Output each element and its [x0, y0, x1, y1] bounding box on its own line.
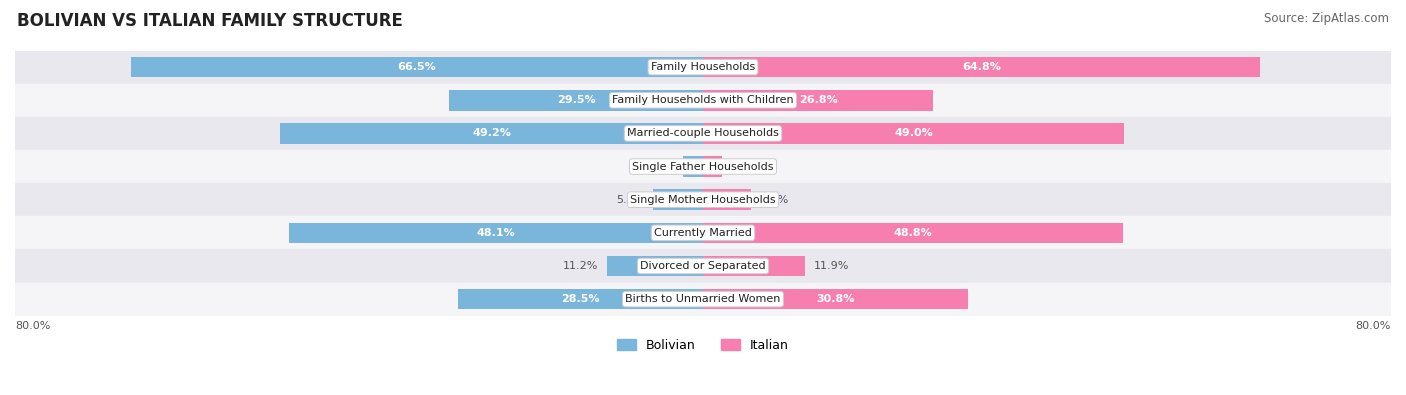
Bar	[15, 249, 1391, 282]
Bar	[450, 90, 703, 111]
Bar	[683, 156, 703, 177]
Bar	[703, 256, 806, 276]
Text: BOLIVIAN VS ITALIAN FAMILY STRUCTURE: BOLIVIAN VS ITALIAN FAMILY STRUCTURE	[17, 12, 402, 30]
Legend: Bolivian, Italian: Bolivian, Italian	[613, 334, 793, 357]
Bar	[703, 57, 1260, 77]
Bar	[703, 123, 1125, 144]
Text: 5.8%: 5.8%	[616, 195, 644, 205]
Bar	[606, 256, 703, 276]
Text: 2.3%: 2.3%	[647, 162, 675, 171]
Text: Married-couple Households: Married-couple Households	[627, 128, 779, 138]
Text: Family Households: Family Households	[651, 62, 755, 72]
Text: 80.0%: 80.0%	[15, 321, 51, 331]
Text: 11.9%: 11.9%	[814, 261, 849, 271]
Text: 64.8%: 64.8%	[962, 62, 1001, 72]
Bar	[703, 156, 721, 177]
Text: 30.8%: 30.8%	[817, 294, 855, 304]
Text: 26.8%: 26.8%	[799, 95, 838, 105]
Bar	[654, 190, 703, 210]
Bar	[15, 183, 1391, 216]
Bar	[15, 150, 1391, 183]
Bar	[290, 222, 703, 243]
Bar	[703, 222, 1122, 243]
Bar	[15, 282, 1391, 316]
Bar	[703, 90, 934, 111]
Bar	[15, 51, 1391, 84]
Text: Family Households with Children: Family Households with Children	[612, 95, 794, 105]
Text: 11.2%: 11.2%	[562, 261, 598, 271]
Text: 28.5%: 28.5%	[561, 294, 600, 304]
Text: Divorced or Separated: Divorced or Separated	[640, 261, 766, 271]
Text: 66.5%: 66.5%	[398, 62, 436, 72]
Text: 29.5%: 29.5%	[557, 95, 596, 105]
Bar	[15, 84, 1391, 117]
Text: 48.1%: 48.1%	[477, 228, 516, 238]
Text: 49.2%: 49.2%	[472, 128, 510, 138]
Text: Births to Unmarried Women: Births to Unmarried Women	[626, 294, 780, 304]
Text: Currently Married: Currently Married	[654, 228, 752, 238]
Text: Source: ZipAtlas.com: Source: ZipAtlas.com	[1264, 12, 1389, 25]
Text: 2.2%: 2.2%	[731, 162, 759, 171]
Text: 49.0%: 49.0%	[894, 128, 934, 138]
Text: 48.8%: 48.8%	[893, 228, 932, 238]
Text: Single Mother Households: Single Mother Households	[630, 195, 776, 205]
Bar	[15, 216, 1391, 249]
Text: 5.6%: 5.6%	[759, 195, 787, 205]
Bar	[131, 57, 703, 77]
Bar	[15, 117, 1391, 150]
Text: Single Father Households: Single Father Households	[633, 162, 773, 171]
Text: 80.0%: 80.0%	[1355, 321, 1391, 331]
Bar	[703, 289, 967, 309]
Bar	[703, 190, 751, 210]
Bar	[458, 289, 703, 309]
Bar	[280, 123, 703, 144]
